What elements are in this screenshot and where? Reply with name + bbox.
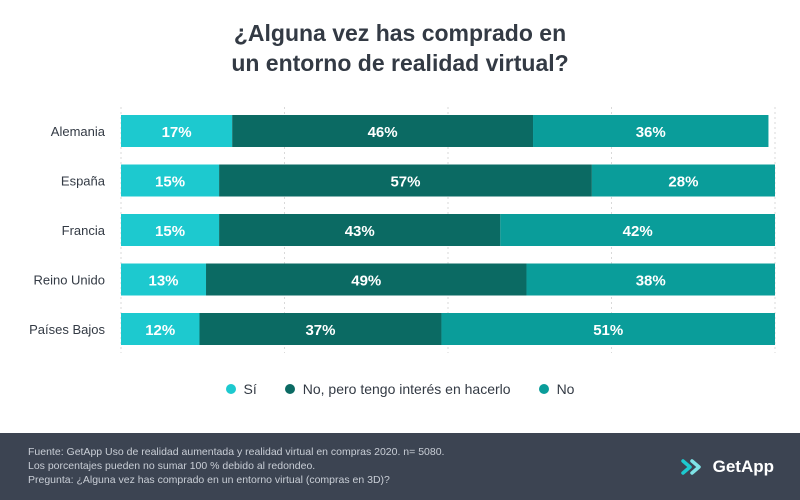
- bar-segment: [121, 164, 220, 197]
- chart-title-line-2: un entorno de realidad virtual?: [231, 50, 569, 76]
- data-label: 51%: [593, 322, 623, 339]
- legend: Sí No, pero tengo interés en hacerlo No: [0, 381, 800, 397]
- data-label: 17%: [162, 124, 192, 141]
- bar-segment: [121, 313, 200, 345]
- legend-item-si: Sí: [225, 381, 257, 397]
- chart-title-line-1: ¿Alguna vez has comprado en: [233, 20, 567, 46]
- data-label: 36%: [636, 124, 666, 141]
- source-note: Fuente: GetApp Uso de realidad aumentada…: [28, 446, 445, 458]
- footer-notes: Fuente: GetApp Uso de realidad aumentada…: [28, 445, 444, 487]
- data-label: 13%: [148, 273, 178, 290]
- legend-swatch-si: [225, 384, 236, 394]
- stacked-bar-chart: Alemania 17% 46% 36% España 15% 57% 28% Francia 1…: [29, 107, 776, 353]
- category-label: Reino Unido: [33, 273, 105, 288]
- legend-label-interes: No, pero tengo interés en hacerlo: [302, 381, 511, 397]
- bar-segment: [526, 263, 775, 296]
- footer: Fuente: GetApp Uso de realidad aumentada…: [0, 433, 800, 500]
- bar-segment: [219, 164, 592, 197]
- data-label: 46%: [368, 124, 398, 141]
- data-label: 37%: [305, 322, 335, 339]
- question-note: Pregunta: ¿Alguna vez has comprado en un…: [28, 474, 390, 486]
- data-label: 28%: [668, 174, 698, 191]
- data-label: 15%: [155, 174, 185, 191]
- data-label: 38%: [636, 273, 666, 290]
- bar-segment: [199, 313, 442, 345]
- data-label: 42%: [623, 223, 653, 240]
- chart-title: ¿Alguna vez has comprado en un entorno d…: [0, 18, 800, 78]
- bar-segment: [121, 214, 220, 246]
- bar-segment: [500, 214, 775, 246]
- bar-segment: [121, 263, 207, 296]
- category-label: Países Bajos: [29, 322, 105, 337]
- bar-segment: [591, 164, 775, 197]
- brand-name: GetApp: [712, 457, 774, 476]
- bar-segment: [232, 115, 534, 147]
- category-label: Francia: [62, 223, 106, 238]
- legend-label-si: Sí: [243, 381, 257, 397]
- legend-swatch-no: [538, 384, 549, 394]
- bar-segment: [121, 115, 233, 147]
- data-label: 43%: [345, 223, 375, 240]
- data-label: 57%: [390, 174, 420, 191]
- legend-item-interes: No, pero tengo interés en hacerlo: [284, 381, 511, 397]
- category-label: España: [61, 174, 106, 189]
- getapp-logo-icon: [680, 459, 701, 475]
- data-label: 15%: [155, 223, 185, 240]
- data-label: 12%: [145, 322, 175, 339]
- data-label: 49%: [351, 273, 381, 290]
- brand-logo: GetApp: [680, 457, 774, 477]
- bar-segment: [219, 214, 501, 246]
- legend-label-no: No: [556, 381, 575, 397]
- category-label: Alemania: [51, 124, 106, 139]
- legend-swatch-interes: [284, 384, 295, 394]
- bar-segment: [533, 115, 769, 147]
- bar-segment: [441, 313, 775, 345]
- rounding-note: Los porcentajes pueden no sumar 100 % de…: [28, 460, 316, 472]
- bar-segment: [206, 263, 527, 296]
- legend-item-no: No: [538, 381, 575, 397]
